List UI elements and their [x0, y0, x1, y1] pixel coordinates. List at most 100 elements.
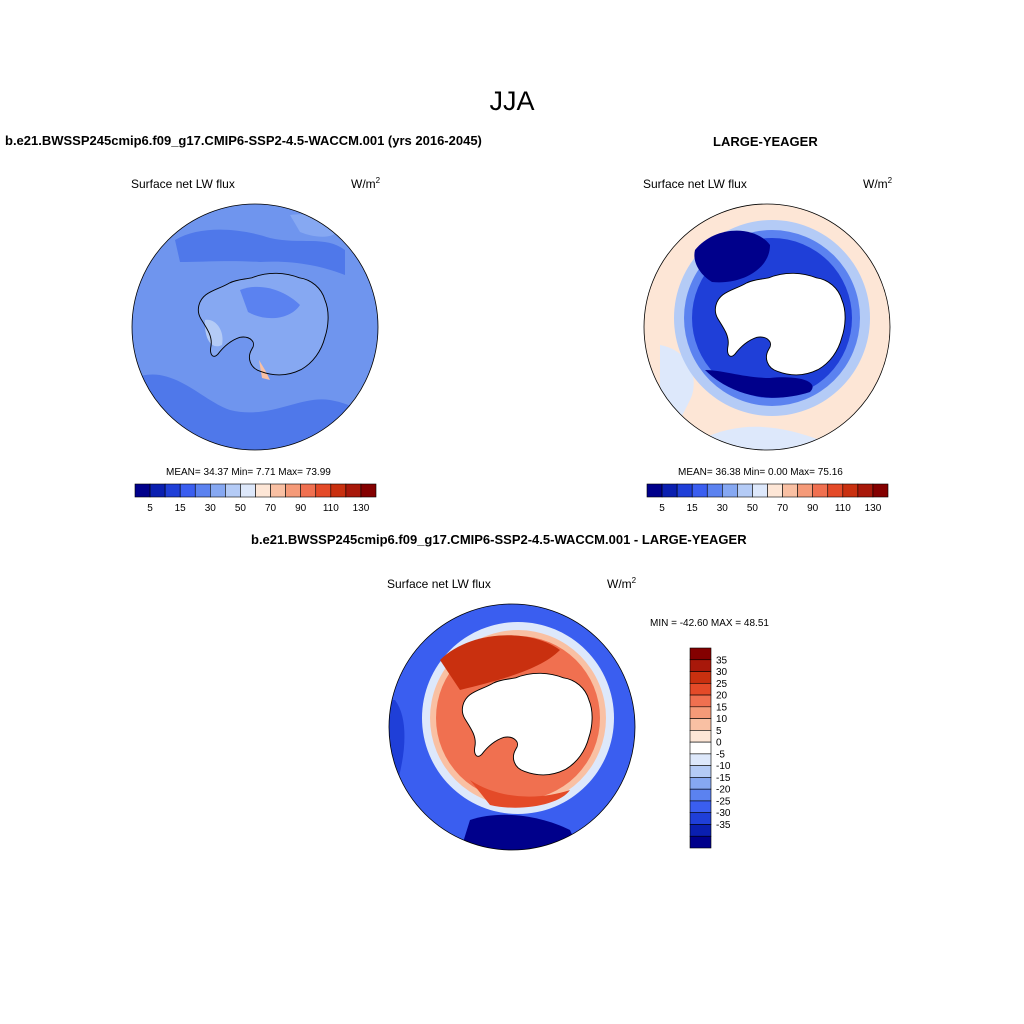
colorbar-swatch [164, 483, 181, 498]
panel-2-colorbar: 5 15 30 50 70 90 110 130 [646, 483, 889, 514]
colorbar-swatch [360, 483, 377, 498]
colorbar-swatch [225, 483, 241, 498]
colorbar-swatch [345, 483, 362, 498]
colorbar-swatch [689, 682, 712, 696]
colorbar-swatch [646, 483, 663, 498]
colorbar-label: 15 [175, 503, 187, 514]
colorbar-label: -35 [716, 820, 731, 831]
panel-1-title: b.e21.BWSSP245cmip6.f09_g17.CMIP6-SSP2-4… [5, 133, 482, 148]
colorbar-swatch [194, 483, 211, 498]
panel-2-variable: Surface net LW flux [643, 177, 747, 191]
colorbar-label: -5 [716, 749, 725, 760]
colorbar-label: 35 [716, 655, 728, 666]
colorbar-swatch [706, 483, 723, 498]
colorbar-label: 110 [835, 503, 851, 514]
colorbar-label: 5 [716, 726, 722, 737]
colorbar-swatch [689, 706, 712, 719]
colorbar-label: -25 [716, 796, 731, 807]
colorbar-swatch [240, 483, 256, 498]
colorbar-label: 70 [265, 503, 277, 514]
colorbar-label: 30 [717, 503, 729, 514]
colorbar-swatch [300, 483, 317, 498]
colorbar-swatch [689, 788, 712, 802]
colorbar-swatch [689, 694, 712, 708]
figure-title: JJA [489, 86, 535, 116]
colorbar-label: 90 [295, 503, 307, 514]
colorbar-swatch [857, 483, 874, 498]
colorbar-swatch [689, 812, 712, 825]
colorbar-swatch [689, 777, 712, 790]
colorbar-label: 15 [687, 503, 699, 514]
colorbar-swatch [285, 483, 301, 498]
colorbar-label: 5 [147, 503, 153, 514]
colorbar-swatch [689, 718, 712, 731]
panel-1-colorbar: 5 15 30 50 70 90 110 130 [134, 483, 377, 514]
colorbar-swatch [210, 483, 226, 498]
colorbar-swatch [689, 765, 712, 778]
colorbar-label: -20 [716, 785, 731, 796]
colorbar-label: 20 [716, 691, 728, 702]
colorbar-label: 110 [323, 503, 339, 514]
colorbar-label: 0 [716, 738, 722, 749]
colorbar-label: 70 [777, 503, 789, 514]
colorbar-label: 25 [716, 679, 728, 690]
colorbar-swatch [315, 483, 332, 498]
panel-1-map [131, 203, 379, 451]
colorbar-swatch [752, 483, 768, 498]
colorbar-swatch [797, 483, 813, 498]
colorbar-label: 50 [747, 503, 759, 514]
colorbar-swatch [149, 483, 166, 498]
colorbar-swatch [689, 753, 712, 766]
panel-1-variable: Surface net LW flux [131, 177, 235, 191]
colorbar-swatch [134, 483, 151, 498]
colorbar-swatch [179, 483, 196, 498]
colorbar-swatch [330, 483, 347, 498]
panel-3-title: b.e21.BWSSP245cmip6.f09_g17.CMIP6-SSP2-4… [251, 532, 747, 547]
colorbar-swatch [689, 824, 712, 837]
colorbar-swatch [842, 483, 859, 498]
colorbar-swatch [689, 647, 712, 661]
colorbar-swatch [827, 483, 844, 498]
colorbar-swatch [722, 483, 738, 498]
colorbar-swatch [872, 483, 889, 498]
colorbar-label: 30 [205, 503, 217, 514]
panel-3-stats: MIN = -42.60 MAX = 48.51 [650, 618, 769, 629]
panel-3-units: W/m2 [607, 576, 637, 592]
colorbar-label: 30 [716, 667, 728, 678]
colorbar-swatch [689, 730, 712, 743]
colorbar-swatch [767, 483, 783, 498]
panel-2-title: LARGE-YEAGER [713, 134, 818, 149]
colorbar-swatch [689, 835, 712, 849]
panel-2-stats: MEAN= 36.38 Min= 0.00 Max= 75.16 [678, 467, 843, 478]
colorbar-swatch [691, 483, 708, 498]
colorbar-swatch [689, 800, 712, 814]
panel-1-units: W/m2 [351, 176, 381, 192]
colorbar-swatch [689, 659, 712, 672]
colorbar-label: 130 [865, 503, 882, 514]
colorbar-swatch [689, 671, 712, 684]
colorbar-label: 10 [716, 714, 728, 725]
colorbar-swatch [255, 483, 271, 498]
colorbar-label: -30 [716, 808, 731, 819]
colorbar-label: 15 [716, 702, 728, 713]
panel-2-map [643, 203, 891, 451]
colorbar-label: 90 [807, 503, 819, 514]
colorbar-swatch [661, 483, 678, 498]
colorbar-swatch [782, 483, 798, 498]
panel-1-stats: MEAN= 34.37 Min= 7.71 Max= 73.99 [166, 467, 331, 478]
colorbar-swatch [689, 741, 712, 755]
colorbar-label: 5 [659, 503, 665, 514]
colorbar-label: -10 [716, 761, 731, 772]
panel-3-variable: Surface net LW flux [387, 577, 491, 591]
colorbar-swatch [812, 483, 829, 498]
colorbar-swatch [737, 483, 753, 498]
panel-2-units: W/m2 [863, 176, 893, 192]
colorbar-label: 50 [235, 503, 247, 514]
colorbar-label: -15 [716, 773, 731, 784]
colorbar-label: 130 [353, 503, 370, 514]
colorbar-swatch [676, 483, 693, 498]
colorbar-swatch [270, 483, 286, 498]
panel-3-map [388, 603, 636, 851]
